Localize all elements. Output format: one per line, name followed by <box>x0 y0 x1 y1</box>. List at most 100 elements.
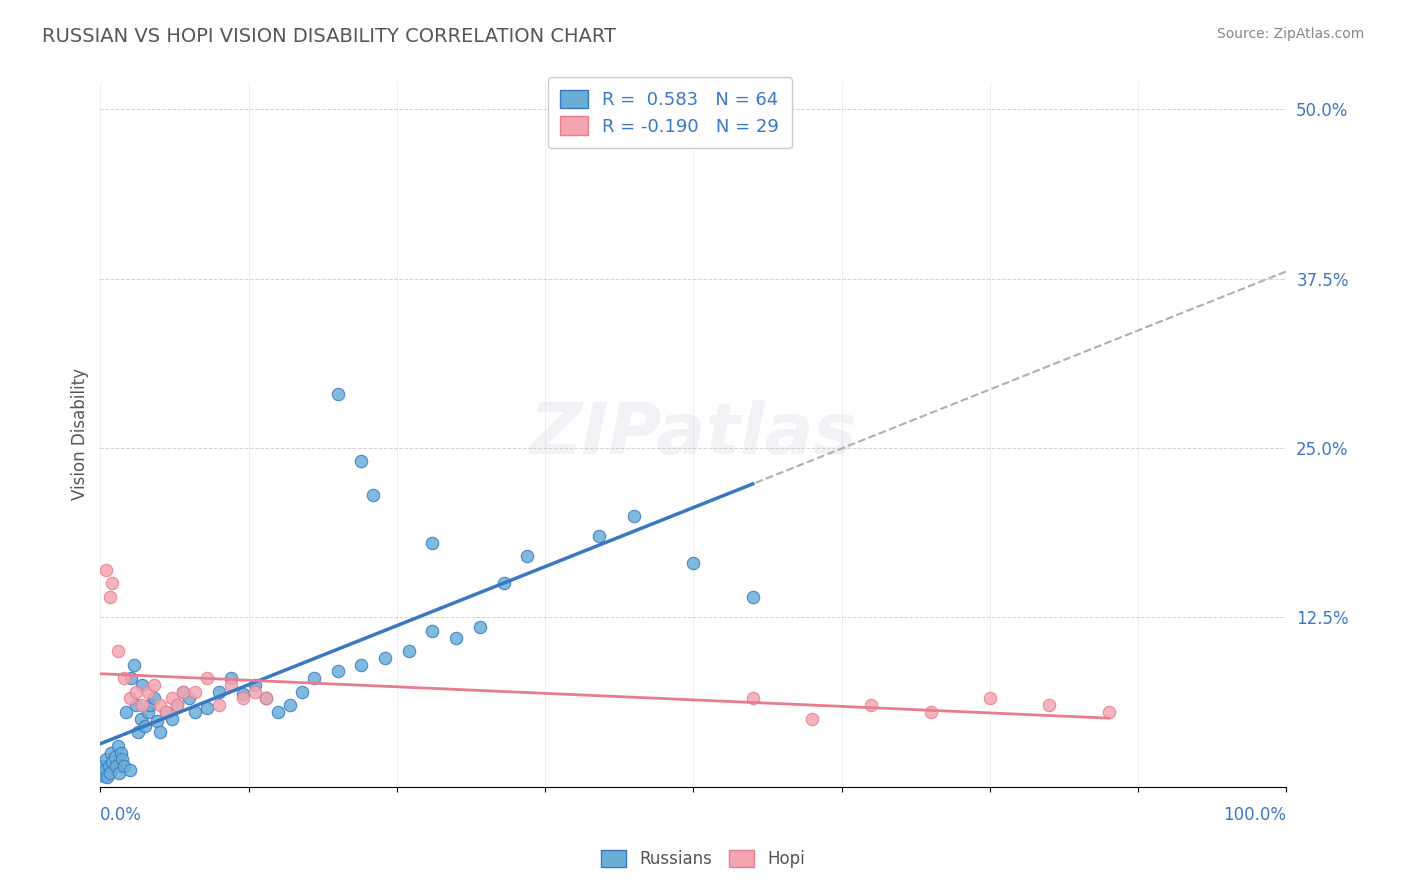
Point <box>219 671 242 685</box>
Point <box>682 556 704 570</box>
Point <box>254 691 277 706</box>
Point <box>131 678 153 692</box>
Y-axis label: Vision Disability: Vision Disability <box>72 368 89 500</box>
Point <box>184 684 207 698</box>
Point <box>208 684 231 698</box>
Point <box>149 725 172 739</box>
Point <box>184 705 207 719</box>
Point <box>374 650 396 665</box>
Point <box>979 691 1001 706</box>
Point <box>125 698 148 713</box>
Point <box>93 769 115 783</box>
Point <box>101 576 124 591</box>
Point <box>90 766 112 780</box>
Point <box>1038 698 1060 713</box>
Point <box>111 752 134 766</box>
Point <box>118 691 141 706</box>
Point <box>208 698 231 713</box>
Point <box>326 386 349 401</box>
Point <box>398 644 420 658</box>
Point <box>179 691 201 706</box>
Point <box>146 714 169 729</box>
Point <box>422 535 444 549</box>
Point <box>139 698 162 713</box>
Point <box>125 684 148 698</box>
Point <box>860 698 883 713</box>
Point <box>160 691 183 706</box>
Point <box>166 698 188 713</box>
Point <box>120 671 142 685</box>
Point <box>588 529 610 543</box>
Text: 100.0%: 100.0% <box>1223 806 1286 824</box>
Point <box>492 576 515 591</box>
Point <box>136 705 159 719</box>
Point <box>422 624 444 638</box>
Point <box>623 508 645 523</box>
Point <box>96 770 118 784</box>
Point <box>107 739 129 753</box>
Point <box>741 590 763 604</box>
Point <box>1097 705 1119 719</box>
Point <box>361 488 384 502</box>
Point <box>100 746 122 760</box>
Point <box>107 644 129 658</box>
Point <box>291 684 314 698</box>
Point <box>172 684 194 698</box>
Point <box>149 698 172 713</box>
Point <box>350 454 373 468</box>
Point <box>104 759 127 773</box>
Point <box>134 718 156 732</box>
Point <box>155 705 177 719</box>
Point <box>195 701 218 715</box>
Point <box>516 549 538 564</box>
Point <box>219 678 242 692</box>
Point <box>444 631 467 645</box>
Point <box>195 671 218 685</box>
Point <box>101 755 124 769</box>
Text: 0.0%: 0.0% <box>100 806 142 824</box>
Point <box>96 752 118 766</box>
Point <box>103 749 125 764</box>
Point <box>115 705 138 719</box>
Point <box>302 671 325 685</box>
Point <box>920 705 942 719</box>
Point <box>94 764 117 778</box>
Point <box>142 678 165 692</box>
Point <box>136 684 159 698</box>
Legend: Russians, Hopi: Russians, Hopi <box>595 843 811 875</box>
Point <box>129 712 152 726</box>
Point <box>155 705 177 719</box>
Point <box>801 712 824 726</box>
Point <box>108 766 131 780</box>
Point <box>267 705 290 719</box>
Point <box>112 759 135 773</box>
Point <box>118 764 141 778</box>
Point <box>142 691 165 706</box>
Point <box>243 678 266 692</box>
Point <box>254 691 277 706</box>
Point <box>350 657 373 672</box>
Text: ZIPatlas: ZIPatlas <box>530 400 858 469</box>
Point <box>127 725 149 739</box>
Text: Source: ZipAtlas.com: Source: ZipAtlas.com <box>1216 27 1364 41</box>
Text: RUSSIAN VS HOPI VISION DISABILITY CORRELATION CHART: RUSSIAN VS HOPI VISION DISABILITY CORREL… <box>42 27 616 45</box>
Point <box>110 746 132 760</box>
Point <box>98 766 121 780</box>
Point <box>98 590 121 604</box>
Point <box>166 698 188 713</box>
Point <box>122 657 145 672</box>
Point <box>326 665 349 679</box>
Point <box>172 684 194 698</box>
Point <box>91 759 114 773</box>
Legend: R =  0.583   N = 64, R = -0.190   N = 29: R = 0.583 N = 64, R = -0.190 N = 29 <box>548 77 792 148</box>
Point <box>468 620 491 634</box>
Point <box>243 684 266 698</box>
Point <box>278 698 301 713</box>
Point <box>97 759 120 773</box>
Point <box>160 712 183 726</box>
Point <box>232 691 254 706</box>
Point <box>112 671 135 685</box>
Point <box>232 687 254 701</box>
Point <box>131 698 153 713</box>
Point <box>741 691 763 706</box>
